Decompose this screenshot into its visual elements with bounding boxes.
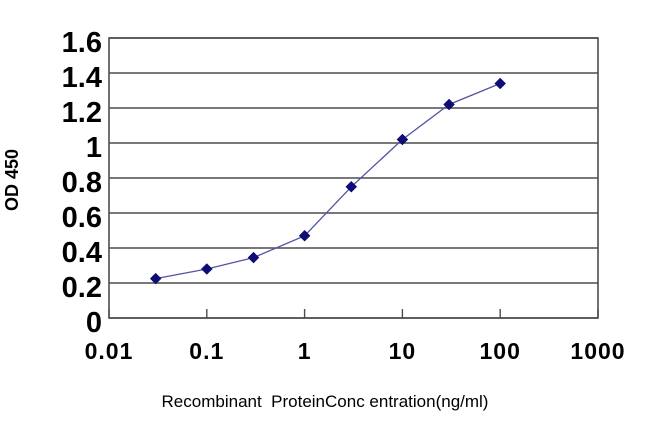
svg-text:OD 450: OD 450 bbox=[2, 149, 22, 211]
